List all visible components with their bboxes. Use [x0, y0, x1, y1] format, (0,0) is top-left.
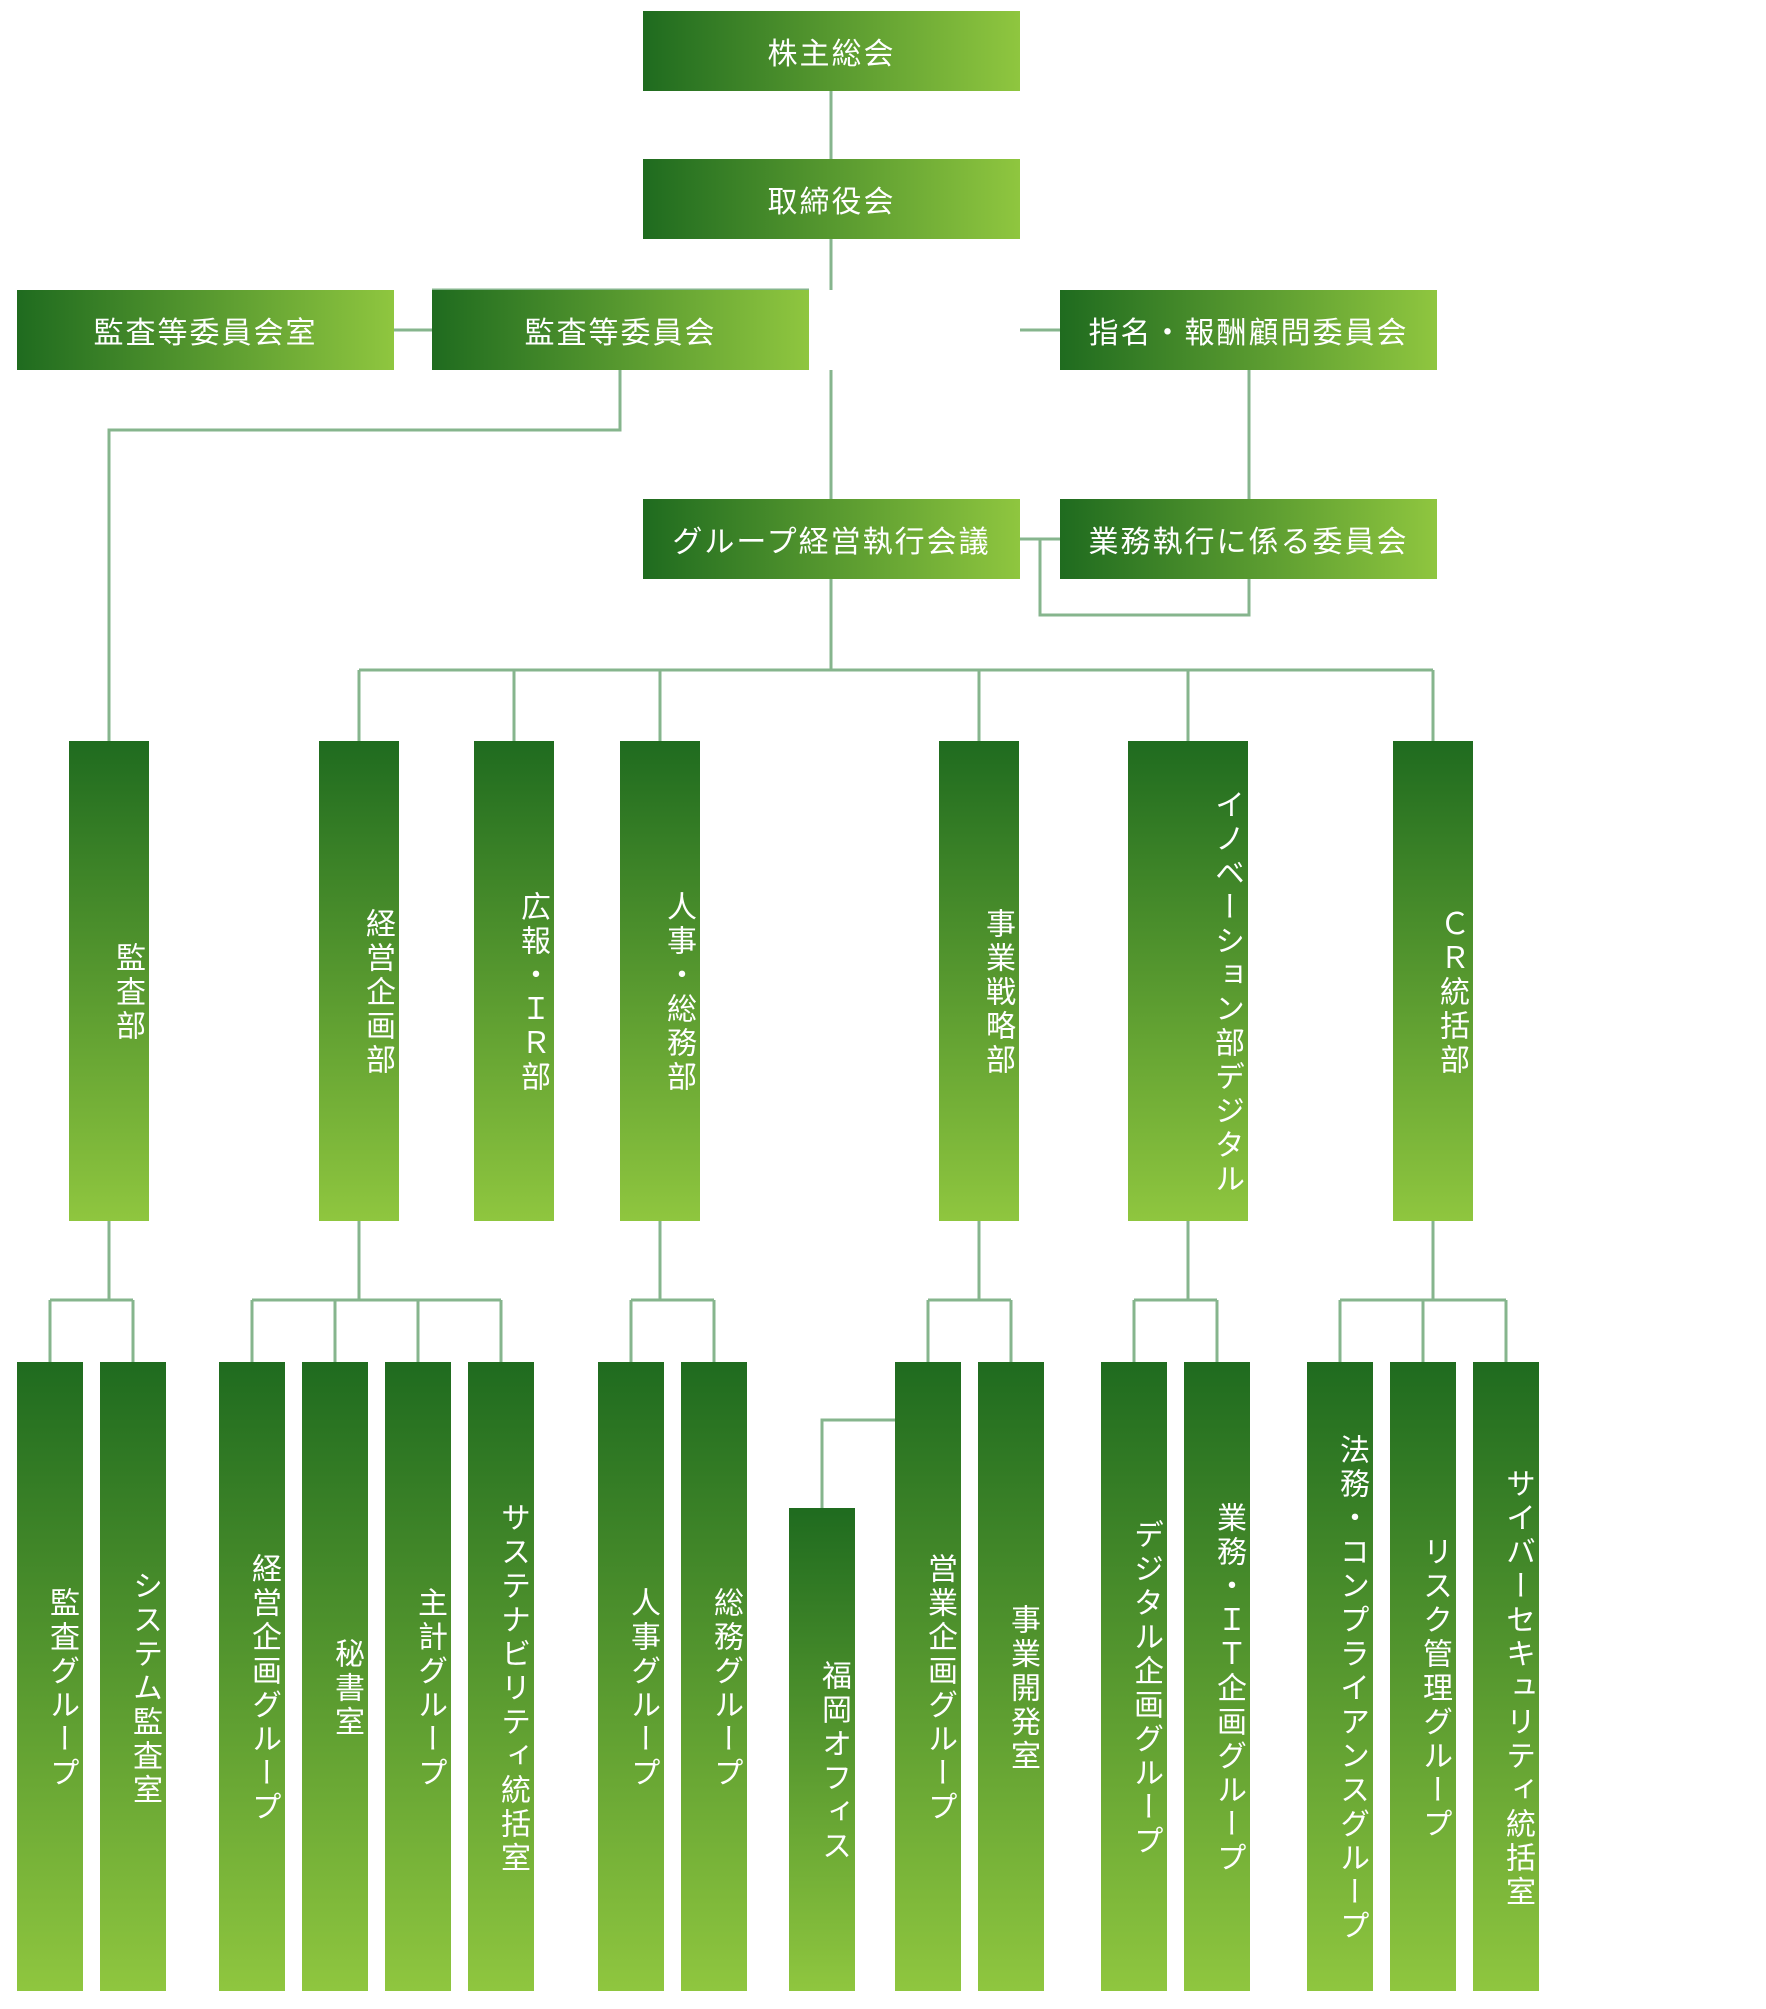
node-audit_office: 監査等委員会室: [17, 290, 394, 370]
node-audit_committee: 監査等委員会: [432, 290, 809, 370]
node-label: 経営企画部: [355, 908, 399, 1078]
node-label: システム監査室: [122, 1570, 166, 1808]
node-label: サステナビリティ統括室: [490, 1502, 534, 1876]
node-hr_grp: 人事グループ: [598, 1362, 664, 1991]
node-label: 事業開発室: [1000, 1604, 1044, 1774]
node-shareholders: 株主総会: [643, 11, 1020, 91]
node-biz_dev: 事業開発室: [978, 1362, 1044, 1991]
node-digital_plan: デジタル企画グループ: [1101, 1362, 1167, 1991]
node-label: サイバーセキュリティ統括室: [1495, 1468, 1539, 1910]
node-label: イノベーション部デジタル: [1204, 789, 1248, 1197]
node-ga_grp: 総務グループ: [681, 1362, 747, 1991]
node-label: 取締役会: [768, 177, 896, 221]
node-label: 人事・総務部: [656, 891, 700, 1095]
node-biz_strategy: 事業戦略部: [939, 741, 1019, 1221]
node-digital_innov: イノベーション部デジタル: [1128, 741, 1248, 1221]
node-hr_ga: 人事・総務部: [620, 741, 700, 1221]
node-label: リスク管理グループ: [1412, 1536, 1456, 1842]
node-audit_grp: 監査グループ: [17, 1362, 83, 1991]
node-it_plan: 業務・ＩＴ企画グループ: [1184, 1362, 1250, 1991]
node-label: 秘書室: [324, 1638, 368, 1740]
node-legal: 法務・コンプライアンスグループ: [1307, 1362, 1373, 1991]
node-cr: ＣＲ統括部: [1393, 741, 1473, 1221]
node-nomination: 指名・報酬顧問委員会: [1060, 290, 1437, 370]
node-label: 監査部: [105, 942, 149, 1044]
node-label: 総務グループ: [703, 1587, 747, 1791]
node-sys_audit: システム監査室: [100, 1362, 166, 1991]
node-group_exec: グループ経営執行会議: [643, 499, 1020, 579]
node-label: 主計グループ: [407, 1587, 451, 1791]
node-label: 人事グループ: [620, 1587, 664, 1791]
node-sales_plan: 営業企画グループ: [895, 1362, 961, 1991]
node-label: 事業戦略部: [975, 908, 1019, 1078]
node-audit_dept: 監査部: [69, 741, 149, 1221]
node-label: グループ経営執行会議: [672, 517, 990, 561]
node-label: 監査グループ: [39, 1587, 83, 1791]
node-label: ＣＲ統括部: [1429, 908, 1473, 1078]
node-label: 法務・コンプライアンスグループ: [1329, 1434, 1373, 1944]
node-biz_exec_comm: 業務執行に係る委員会: [1060, 499, 1437, 579]
node-label: デジタル企画グループ: [1123, 1519, 1167, 1859]
node-risk: リスク管理グループ: [1390, 1362, 1456, 1991]
node-label: 株主総会: [768, 29, 896, 73]
node-cyber: サイバーセキュリティ統括室: [1473, 1362, 1539, 1991]
node-label: 営業企画グループ: [917, 1553, 961, 1825]
node-accounting: 主計グループ: [385, 1362, 451, 1991]
node-label: 監査等委員会: [525, 308, 717, 352]
node-label: 広報・ＩＲ部: [510, 891, 554, 1095]
node-label: 監査等委員会室: [94, 308, 318, 352]
org-chart: 株主総会取締役会監査等委員会室 監査等委員会 指名・報酬顧問委員会グループ経営執行会…: [0, 0, 1766, 2009]
node-label: 業務・ＩＴ企画グループ: [1206, 1502, 1250, 1876]
node-label: 業務執行に係る委員会: [1089, 517, 1409, 561]
node-corp_plan: 経営企画部: [319, 741, 399, 1221]
node-board: 取締役会: [643, 159, 1020, 239]
node-fukuoka: 福岡オフィス: [789, 1508, 855, 1991]
node-label: 指名・報酬顧問委員会: [1089, 308, 1409, 352]
node-corp_plan_grp: 経営企画グループ: [219, 1362, 285, 1991]
node-label: 福岡オフィス: [811, 1660, 855, 1864]
node-label: 経営企画グループ: [241, 1553, 285, 1825]
node-secretary: 秘書室: [302, 1362, 368, 1991]
node-sustainability: サステナビリティ統括室: [468, 1362, 534, 1991]
node-pr_ir: 広報・ＩＲ部: [474, 741, 554, 1221]
